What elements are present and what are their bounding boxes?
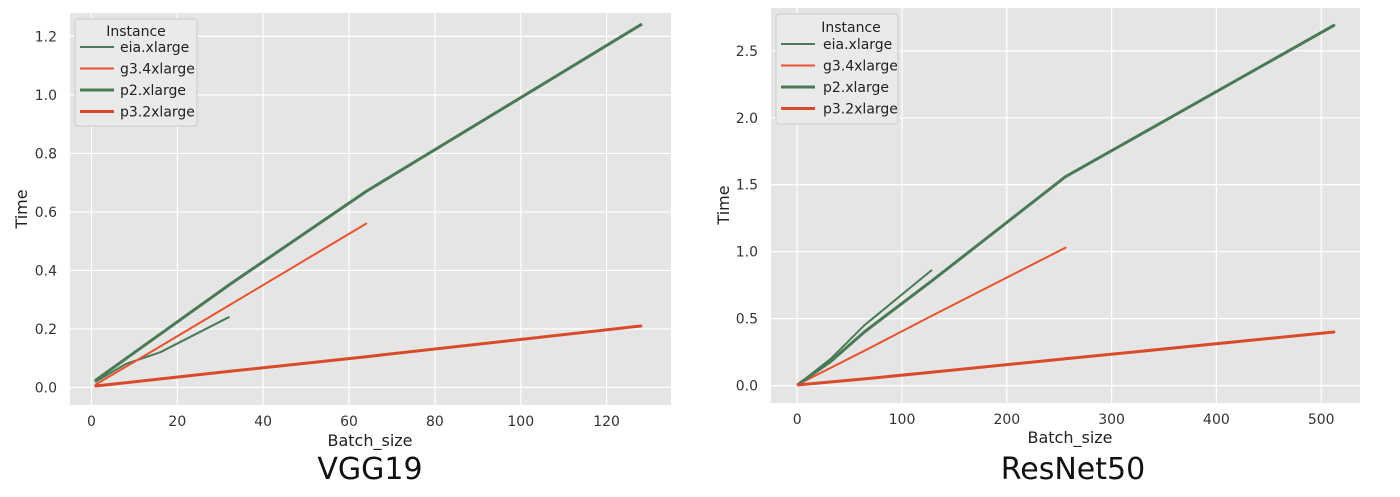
chart-resnet50: 0 100 200 300 400 500 0.0 0.5 1.0 1.5 2.0 2.5 Batc… [714, 8, 1360, 487]
legend: Instance eia.xlarge g3.4xlarge p2.xlarge p3… [775, 13, 899, 125]
legend-title: Instance [106, 24, 166, 40]
legend-box [74, 18, 198, 127]
x-tick-label: 20 [168, 414, 186, 430]
series-lines [94, 23, 643, 388]
x-tick-label: 0 [87, 414, 96, 430]
legend-label: p2.xlarge [120, 83, 186, 99]
x-tick-label: 400 [1203, 412, 1230, 428]
legend-box [775, 13, 899, 125]
y-tick-labels: 0.0 0.2 0.4 0.6 0.8 1.0 1.2 [35, 29, 57, 396]
x-tick-label: 100 [507, 414, 534, 430]
x-tick-label: 60 [340, 414, 358, 430]
series-lines [796, 23, 1336, 387]
x-tick-label: 0 [793, 412, 802, 428]
y-tick-label: 0.0 [35, 380, 57, 396]
legend-entries: eia.xlarge g3.4xlarge p2.xlarge p3.2xlarge [781, 37, 898, 118]
y-tick-label: 2.5 [736, 44, 758, 60]
x-tick-label: 40 [254, 414, 272, 430]
y-tick-labels: 0.0 0.5 1.0 1.5 2.0 2.5 [736, 44, 758, 395]
legend-label: g3.4xlarge [120, 62, 195, 78]
legend-entries: eia.xlarge g3.4xlarge p2.xlarge p3.2xlarge [80, 40, 195, 121]
series-line-p2-xlarge [796, 23, 1336, 386]
y-axis-label: Time [714, 185, 733, 225]
y-tick-label: 0.4 [35, 263, 57, 279]
legend-label: p2.xlarge [823, 80, 889, 96]
series-line-g3-4xlarge [94, 222, 368, 386]
x-tick-labels: 0 100 200 300 400 500 [793, 412, 1335, 428]
series-line-p3-2xlarge [796, 330, 1336, 387]
y-axis-label: Time [12, 189, 31, 229]
y-tick-label: 1.0 [35, 88, 57, 104]
series-line-g3-4xlarge [797, 246, 1067, 386]
y-tick-label: 1.5 [736, 178, 758, 194]
x-tick-label: 500 [1308, 412, 1335, 428]
y-tick-label: 0.2 [35, 322, 57, 338]
legend-label: p3.2xlarge [823, 102, 898, 118]
series-line-eia-xlarge [94, 316, 230, 383]
chart-caption: ResNet50 [1001, 452, 1145, 487]
y-tick-label: 0.5 [736, 312, 758, 328]
legend-label: p3.2xlarge [120, 105, 195, 121]
x-axis-label: Batch_size [1027, 428, 1112, 448]
legend-label: g3.4xlarge [823, 59, 898, 75]
legend-title: Instance [821, 20, 881, 36]
chart-vgg19: 0 20 40 60 80 100 120 0.0 0.2 0.4 0.6 0.8 1.0 1.2 Ba… [12, 13, 671, 487]
legend: Instance eia.xlarge g3.4xlarge p2.xlarge p3… [74, 18, 198, 127]
x-tick-label: 100 [889, 412, 916, 428]
y-tick-label: 0.6 [35, 205, 57, 221]
legend-label: eia.xlarge [823, 37, 892, 53]
y-tick-label: 1.2 [35, 29, 57, 45]
y-tick-label: 0.8 [35, 146, 57, 162]
x-tick-labels: 0 20 40 60 80 100 120 [87, 414, 620, 430]
legend-label: eia.xlarge [120, 40, 189, 56]
y-tick-label: 0.0 [736, 379, 758, 395]
x-tick-label: 200 [993, 412, 1020, 428]
series-line-p2-xlarge [94, 23, 643, 382]
grid [70, 13, 671, 405]
x-tick-label: 80 [426, 414, 444, 430]
y-tick-label: 2.0 [736, 111, 758, 127]
x-tick-label: 120 [593, 414, 620, 430]
chart-caption: VGG19 [317, 452, 422, 487]
x-axis-label: Batch_size [327, 431, 412, 451]
x-tick-label: 300 [1098, 412, 1125, 428]
series-line-p3-2xlarge [94, 324, 643, 388]
y-tick-label: 1.0 [736, 245, 758, 261]
